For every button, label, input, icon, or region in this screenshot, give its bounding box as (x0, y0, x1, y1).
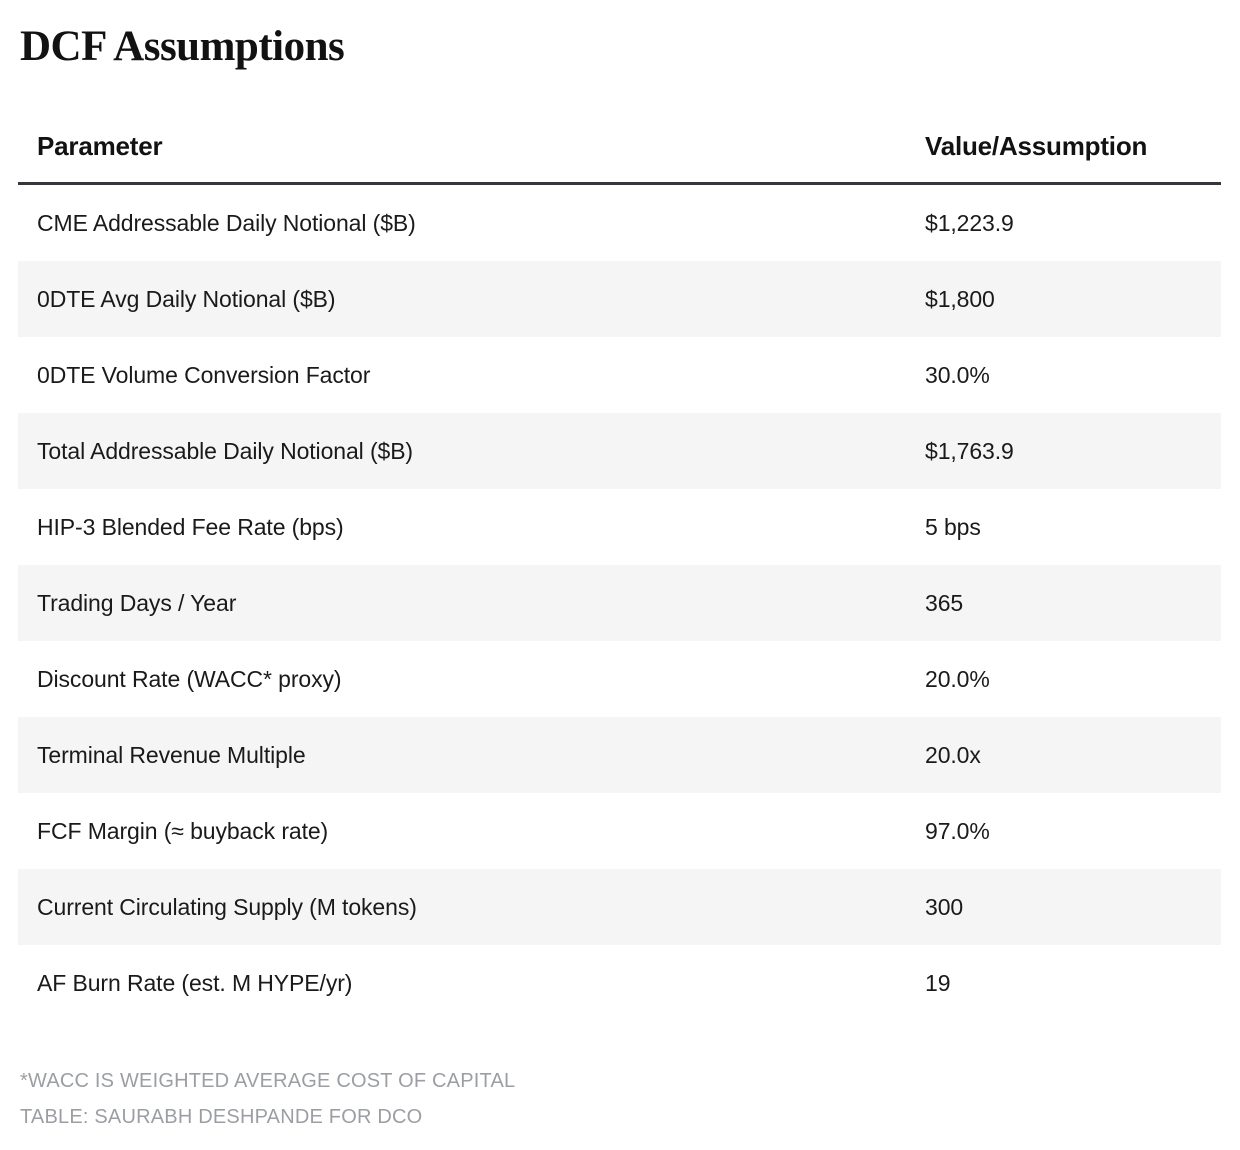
dcf-assumptions-table: Parameter Value/Assumption CME Addressab… (18, 71, 1221, 1021)
table-row: AF Burn Rate (est. M HYPE/yr) 19 (18, 945, 1221, 1021)
table-row: Terminal Revenue Multiple 20.0x (18, 717, 1221, 794)
parameter-cell: 0DTE Volume Conversion Factor (37, 361, 371, 388)
value-cell: $1,763.9 (925, 437, 1014, 464)
page-title: DCF Assumptions (20, 23, 345, 70)
page: DCF Assumptions Parameter Value/Assumpti… (0, 22, 1240, 1150)
value-cell: 5 bps (925, 513, 981, 540)
parameter-cell: HIP-3 Blended Fee Rate (bps) (37, 513, 344, 540)
table-body: CME Addressable Daily Notional ($B) $1,2… (18, 185, 1221, 1021)
value-cell: 20.0x (925, 741, 981, 768)
table-row: Current Circulating Supply (M tokens) 30… (18, 869, 1221, 946)
parameter-cell: AF Burn Rate (est. M HYPE/yr) (37, 969, 353, 996)
footnote-credit: TABLE: SAURABH DESHPANDE FOR DCO (20, 1106, 423, 1129)
header-divider (18, 182, 1221, 186)
table-row: 0DTE Avg Daily Notional ($B) $1,800 (18, 261, 1221, 338)
value-cell: 97.0% (925, 817, 990, 844)
table-row: HIP-3 Blended Fee Rate (bps) 5 bps (18, 489, 1221, 565)
parameter-cell: Total Addressable Daily Notional ($B) (37, 437, 413, 464)
parameter-cell: CME Addressable Daily Notional ($B) (37, 209, 416, 236)
value-cell: 20.0% (925, 665, 990, 692)
value-cell: 30.0% (925, 361, 990, 388)
value-cell: 300 (925, 893, 964, 920)
table-row: FCF Margin (≈ buyback rate) 97.0% (18, 793, 1221, 869)
parameter-cell: 0DTE Avg Daily Notional ($B) (37, 285, 336, 312)
parameter-cell: Terminal Revenue Multiple (37, 741, 306, 768)
table-row: CME Addressable Daily Notional ($B) $1,2… (18, 185, 1221, 261)
footnotes: *WACC IS WEIGHTED AVERAGE COST OF CAPITA… (20, 1063, 1240, 1135)
table-row: Discount Rate (WACC* proxy) 20.0% (18, 641, 1221, 717)
parameter-cell: FCF Margin (≈ buyback rate) (37, 817, 329, 844)
table-row: 0DTE Volume Conversion Factor 30.0% (18, 337, 1221, 413)
value-cell: $1,800 (925, 285, 995, 312)
value-cell: 19 (925, 969, 951, 996)
parameter-cell: Trading Days / Year (37, 589, 237, 616)
value-cell: $1,223.9 (925, 209, 1014, 236)
parameter-cell: Discount Rate (WACC* proxy) (37, 665, 342, 692)
table-row: Total Addressable Daily Notional ($B) $1… (18, 413, 1221, 490)
table-header-row: Parameter Value/Assumption (18, 71, 1221, 182)
table-row: Trading Days / Year 365 (18, 565, 1221, 642)
column-header-value: Value/Assumption (925, 131, 1148, 162)
column-header-parameter: Parameter (37, 131, 163, 162)
parameter-cell: Current Circulating Supply (M tokens) (37, 893, 417, 920)
footnote-wacc: *WACC IS WEIGHTED AVERAGE COST OF CAPITA… (20, 1070, 516, 1093)
value-cell: 365 (925, 589, 964, 616)
